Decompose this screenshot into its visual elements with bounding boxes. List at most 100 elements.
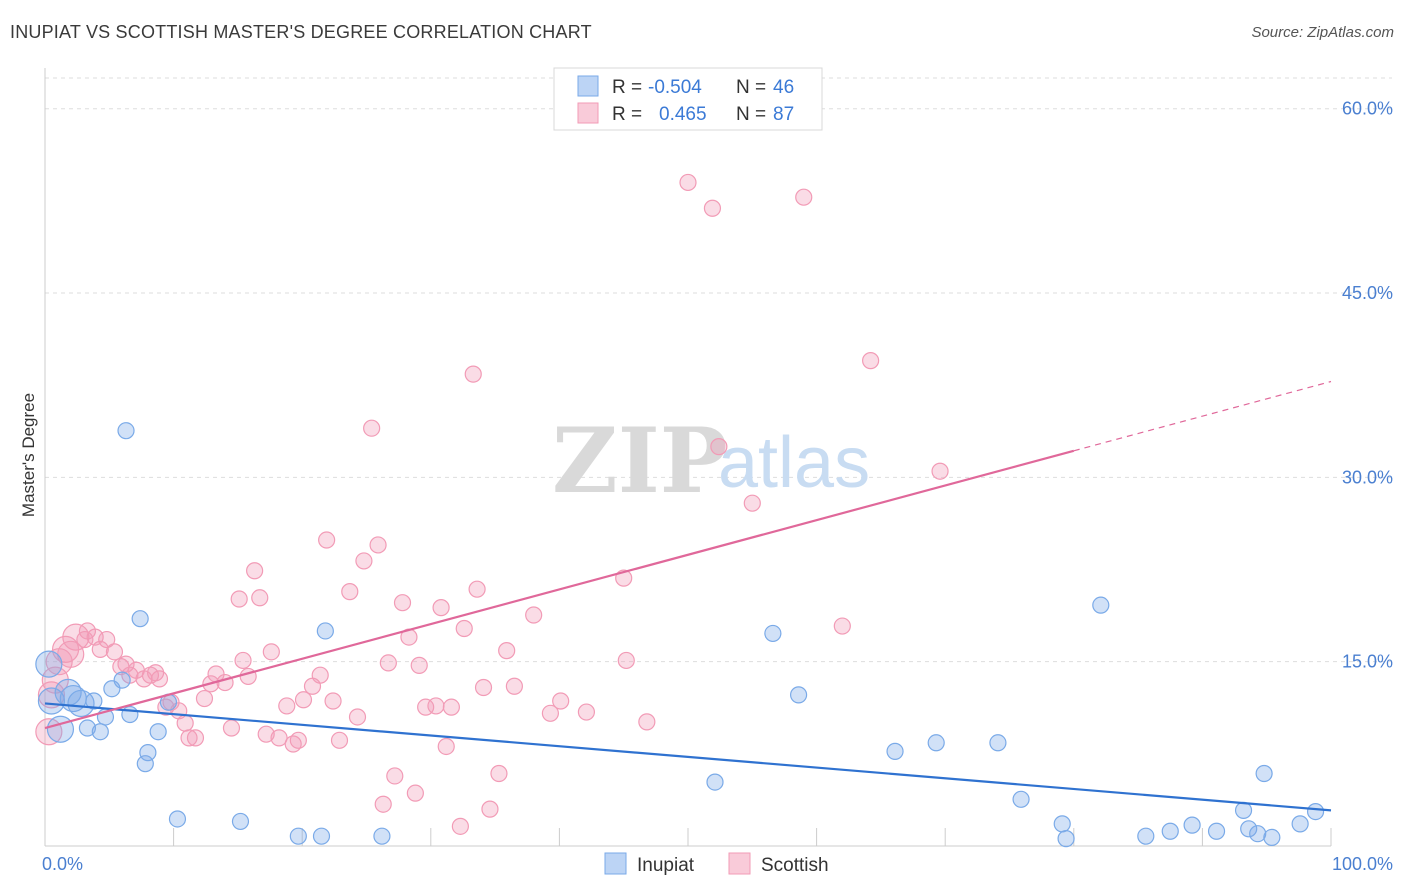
scottish-r-label: R =: [612, 104, 642, 125]
inupiat-point: [91, 723, 109, 741]
scottish-point: [490, 764, 508, 783]
inupiat-r-label: R =: [612, 77, 642, 98]
inupiat-point: [1263, 828, 1281, 846]
inupiat-point: [316, 622, 334, 640]
scottish-point: [464, 365, 482, 383]
inupiat-point: [764, 624, 782, 643]
scottish-point: [355, 552, 373, 570]
scottish-point: [474, 678, 493, 697]
scottish-point: [525, 606, 543, 624]
scottish-point: [251, 589, 269, 607]
scottish-point: [931, 462, 949, 480]
scottish-point: [455, 619, 473, 638]
scottish-point: [703, 199, 722, 217]
y-tick-label: 15.0%: [1342, 652, 1393, 672]
source-credit: Source: ZipAtlas.com: [1251, 24, 1394, 41]
scottish-n-label: N =: [736, 104, 766, 125]
scottish-point: [374, 795, 392, 813]
scottish-point: [710, 438, 728, 456]
scottish-point: [442, 698, 460, 716]
legend-inupiat-swatch: [604, 852, 627, 875]
scottish-point: [468, 580, 486, 598]
y-tick-label: 60.0%: [1342, 99, 1393, 119]
inupiat-point: [1137, 827, 1155, 845]
scottish-point: [393, 594, 412, 612]
scottish-point: [541, 704, 559, 722]
scottish-point: [552, 692, 570, 710]
scottish-point: [270, 729, 288, 747]
x-tick-label: 100.0%: [1332, 854, 1393, 874]
scottish-points: [35, 173, 949, 835]
scottish-point: [862, 352, 880, 370]
watermark-zip: ZIP: [552, 408, 727, 514]
legend-scottish-label: Scottish: [761, 855, 829, 876]
scottish-point: [257, 725, 275, 743]
scottish-point: [348, 708, 367, 726]
inupiat-point: [1161, 822, 1179, 840]
scottish-point: [432, 599, 450, 617]
scottish-point: [246, 562, 264, 580]
inupiat-point: [131, 610, 149, 628]
y-tick-label: 30.0%: [1342, 467, 1393, 487]
inupiat-point: [46, 715, 75, 743]
inupiat-point: [1240, 820, 1258, 838]
inupiat-point: [1249, 825, 1267, 843]
scottish-trend-extension: [1073, 380, 1332, 452]
watermark-atlas: atlas: [718, 423, 870, 503]
scottish-point: [679, 173, 697, 192]
y-tick-labels: 15.0% 30.0% 45.0% 60.0%: [1342, 99, 1393, 672]
chart-title: INUPIAT VS SCOTTISH MASTER'S DEGREE CORR…: [10, 22, 592, 42]
axes: [44, 68, 1332, 847]
inupiat-point: [231, 812, 250, 831]
inupiat-point: [1291, 815, 1309, 833]
scottish-point: [230, 590, 248, 608]
inupiat-point: [289, 827, 307, 845]
scottish-point: [427, 697, 445, 715]
scottish-point: [577, 703, 596, 721]
scottish-point: [406, 784, 424, 802]
inupiat-point: [789, 686, 808, 704]
inupiat-point: [927, 734, 945, 752]
scottish-point: [505, 677, 523, 695]
scottish-point: [180, 729, 198, 747]
inupiat-n-label: N =: [736, 77, 766, 98]
scottish-point: [98, 630, 116, 649]
scottish-point: [91, 640, 109, 658]
stats-legend: R = -0.504 N = 46 R = 0.465 N = 87: [553, 67, 823, 131]
scottish-point: [369, 536, 387, 554]
scottish-point: [311, 666, 329, 684]
scottish-point: [743, 494, 761, 512]
inupiat-point: [1207, 822, 1226, 840]
inupiat-n-value: 46: [773, 77, 794, 98]
scottish-point: [341, 583, 359, 601]
inupiat-trend-line: [44, 702, 1332, 812]
inupiat-point: [117, 422, 135, 440]
inupiat-point: [1234, 801, 1253, 819]
inupiat-point: [886, 742, 904, 760]
inupiat-point: [989, 734, 1007, 752]
scottish-legend-swatch: [577, 102, 599, 124]
scottish-point: [222, 719, 241, 737]
x-tick-label: 0.0%: [42, 854, 83, 874]
scottish-trend-line: [44, 449, 1075, 730]
scottish-point: [150, 670, 169, 688]
scottish-n-value: 87: [773, 104, 794, 125]
scottish-point: [117, 655, 135, 673]
inupiat-point: [706, 773, 724, 791]
scottish-point: [437, 737, 455, 756]
inupiat-point: [1057, 830, 1075, 848]
inupiat-r-value: -0.504: [648, 77, 702, 98]
inupiat-point: [121, 705, 139, 724]
scottish-point: [157, 698, 175, 716]
x-tick-labels: 0.0% 100.0%: [42, 854, 1393, 874]
watermark: ZIP atlas: [552, 408, 870, 514]
scottish-point: [105, 643, 124, 661]
scottish-point: [481, 800, 499, 818]
scottish-point: [386, 767, 404, 785]
trend-lines: [44, 380, 1332, 812]
scottish-point: [186, 729, 205, 747]
y-axis-label: Master's Degree: [19, 393, 38, 517]
scottish-point: [324, 692, 342, 710]
scottish-point: [176, 714, 194, 732]
